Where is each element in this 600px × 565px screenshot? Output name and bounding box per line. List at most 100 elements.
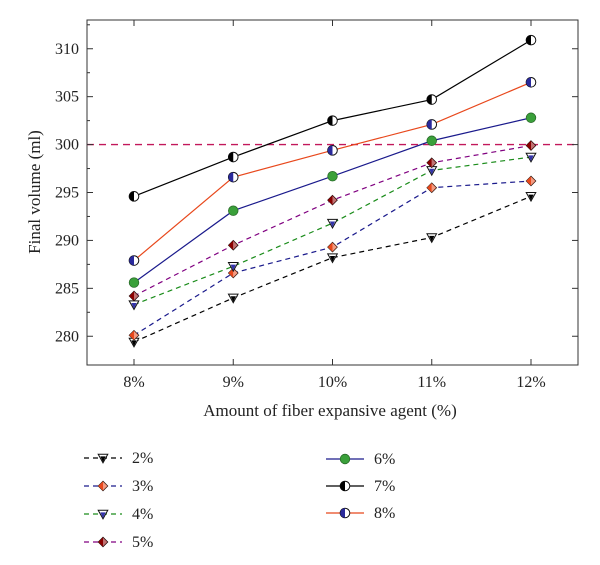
marker-fill (327, 171, 338, 182)
marker-fill (426, 94, 432, 105)
marker-fill (128, 277, 140, 288)
data-point (327, 241, 338, 253)
legend-label: 5% (132, 534, 153, 551)
marker-fill (129, 291, 134, 301)
marker-fill-right (103, 537, 108, 547)
data-point (128, 300, 140, 311)
plot-area (86, 19, 579, 366)
marker-fill (340, 481, 345, 491)
marker-fill (228, 205, 239, 216)
x-tick-label: 9% (223, 374, 244, 391)
marker-fill (228, 240, 234, 251)
legend-label: 2% (132, 450, 153, 467)
legend-swatch-marker (339, 480, 351, 492)
y-axis-title: Final volume (ml) (25, 130, 44, 254)
y-tick-label: 290 (55, 232, 79, 249)
series-6pct (128, 112, 537, 288)
series-layer (128, 34, 537, 348)
legend-swatch-marker (97, 453, 109, 464)
marker-fill (228, 152, 234, 162)
y-tick-label: 305 (55, 89, 79, 106)
data-point (525, 152, 537, 163)
series-7pct (128, 34, 537, 202)
marker-fill-right (103, 481, 108, 491)
legend-label: 3% (132, 478, 153, 495)
marker-fill-right (531, 140, 536, 151)
marker-fill (426, 182, 432, 193)
data-point (128, 329, 140, 341)
data-point (128, 255, 140, 266)
marker-fill (426, 157, 432, 168)
marker-fill-right (233, 240, 239, 251)
y-axis: 280 285 290 295 300 305 310 (55, 24, 578, 345)
marker-fill (98, 537, 103, 547)
data-point (326, 218, 339, 229)
series-8pct (128, 76, 537, 266)
legend-item: 7% (326, 478, 395, 495)
data-point (426, 233, 438, 244)
legend-swatch-marker (97, 480, 109, 492)
x-tick-label: 8% (123, 374, 144, 391)
legend-label: 4% (132, 506, 153, 523)
data-point (327, 115, 338, 126)
marker-fill (327, 145, 333, 156)
legend-item: 3% (84, 478, 153, 495)
data-point (327, 171, 338, 182)
series-line (133, 195, 532, 343)
legend-label: 8% (374, 505, 395, 522)
legend-item: 4% (84, 506, 153, 523)
y-tick-label: 280 (55, 328, 79, 345)
data-point (327, 194, 338, 206)
legend-label: 7% (374, 478, 395, 495)
marker-fill (129, 330, 134, 341)
data-point (227, 239, 239, 251)
series-line (133, 156, 532, 306)
marker-fill (526, 140, 531, 151)
marker-fill-right (431, 157, 437, 168)
y-tick-label: 285 (55, 280, 79, 297)
legend-swatch-marker (97, 536, 109, 548)
data-point (426, 94, 438, 105)
data-point (128, 277, 140, 288)
legend-item: 6% (326, 451, 395, 468)
data-point (426, 119, 438, 130)
data-point (525, 112, 537, 123)
marker-fill (528, 155, 534, 162)
data-point (228, 205, 239, 216)
data-point (227, 261, 239, 273)
series-5pct (128, 140, 537, 302)
legend-swatch-marker (339, 453, 351, 465)
marker-fill-right (332, 195, 338, 205)
data-point (525, 192, 537, 203)
data-point (227, 267, 239, 279)
marker-fill (131, 302, 137, 309)
marker-fill-right (233, 268, 239, 278)
marker-fill (528, 194, 534, 201)
marker-fill (98, 481, 103, 491)
marker-fill (100, 512, 106, 519)
marker-fill (131, 340, 137, 347)
marker-fill (426, 119, 432, 130)
data-point (525, 76, 537, 88)
marker-fill (426, 135, 437, 146)
marker-fill (228, 268, 234, 278)
y-tick-label: 300 (55, 137, 79, 154)
x-axis-title: Amount of fiber expansive agent (%) (203, 401, 457, 420)
data-point (128, 191, 140, 202)
marker-fill (525, 112, 537, 123)
legend-label: 6% (374, 451, 395, 468)
data-point (426, 157, 438, 169)
series-4pct (128, 152, 537, 311)
x-tick-label: 11% (417, 374, 446, 391)
x-tick-label: 10% (318, 374, 347, 391)
data-point (525, 175, 537, 187)
legend-swatch-marker (339, 507, 351, 519)
data-point (426, 135, 437, 146)
data-point (227, 293, 239, 304)
data-point (525, 34, 537, 46)
y-tick-label: 295 (55, 185, 79, 202)
marker-fill (230, 264, 236, 271)
x-tick-label: 12% (516, 374, 545, 391)
data-point (227, 151, 239, 163)
